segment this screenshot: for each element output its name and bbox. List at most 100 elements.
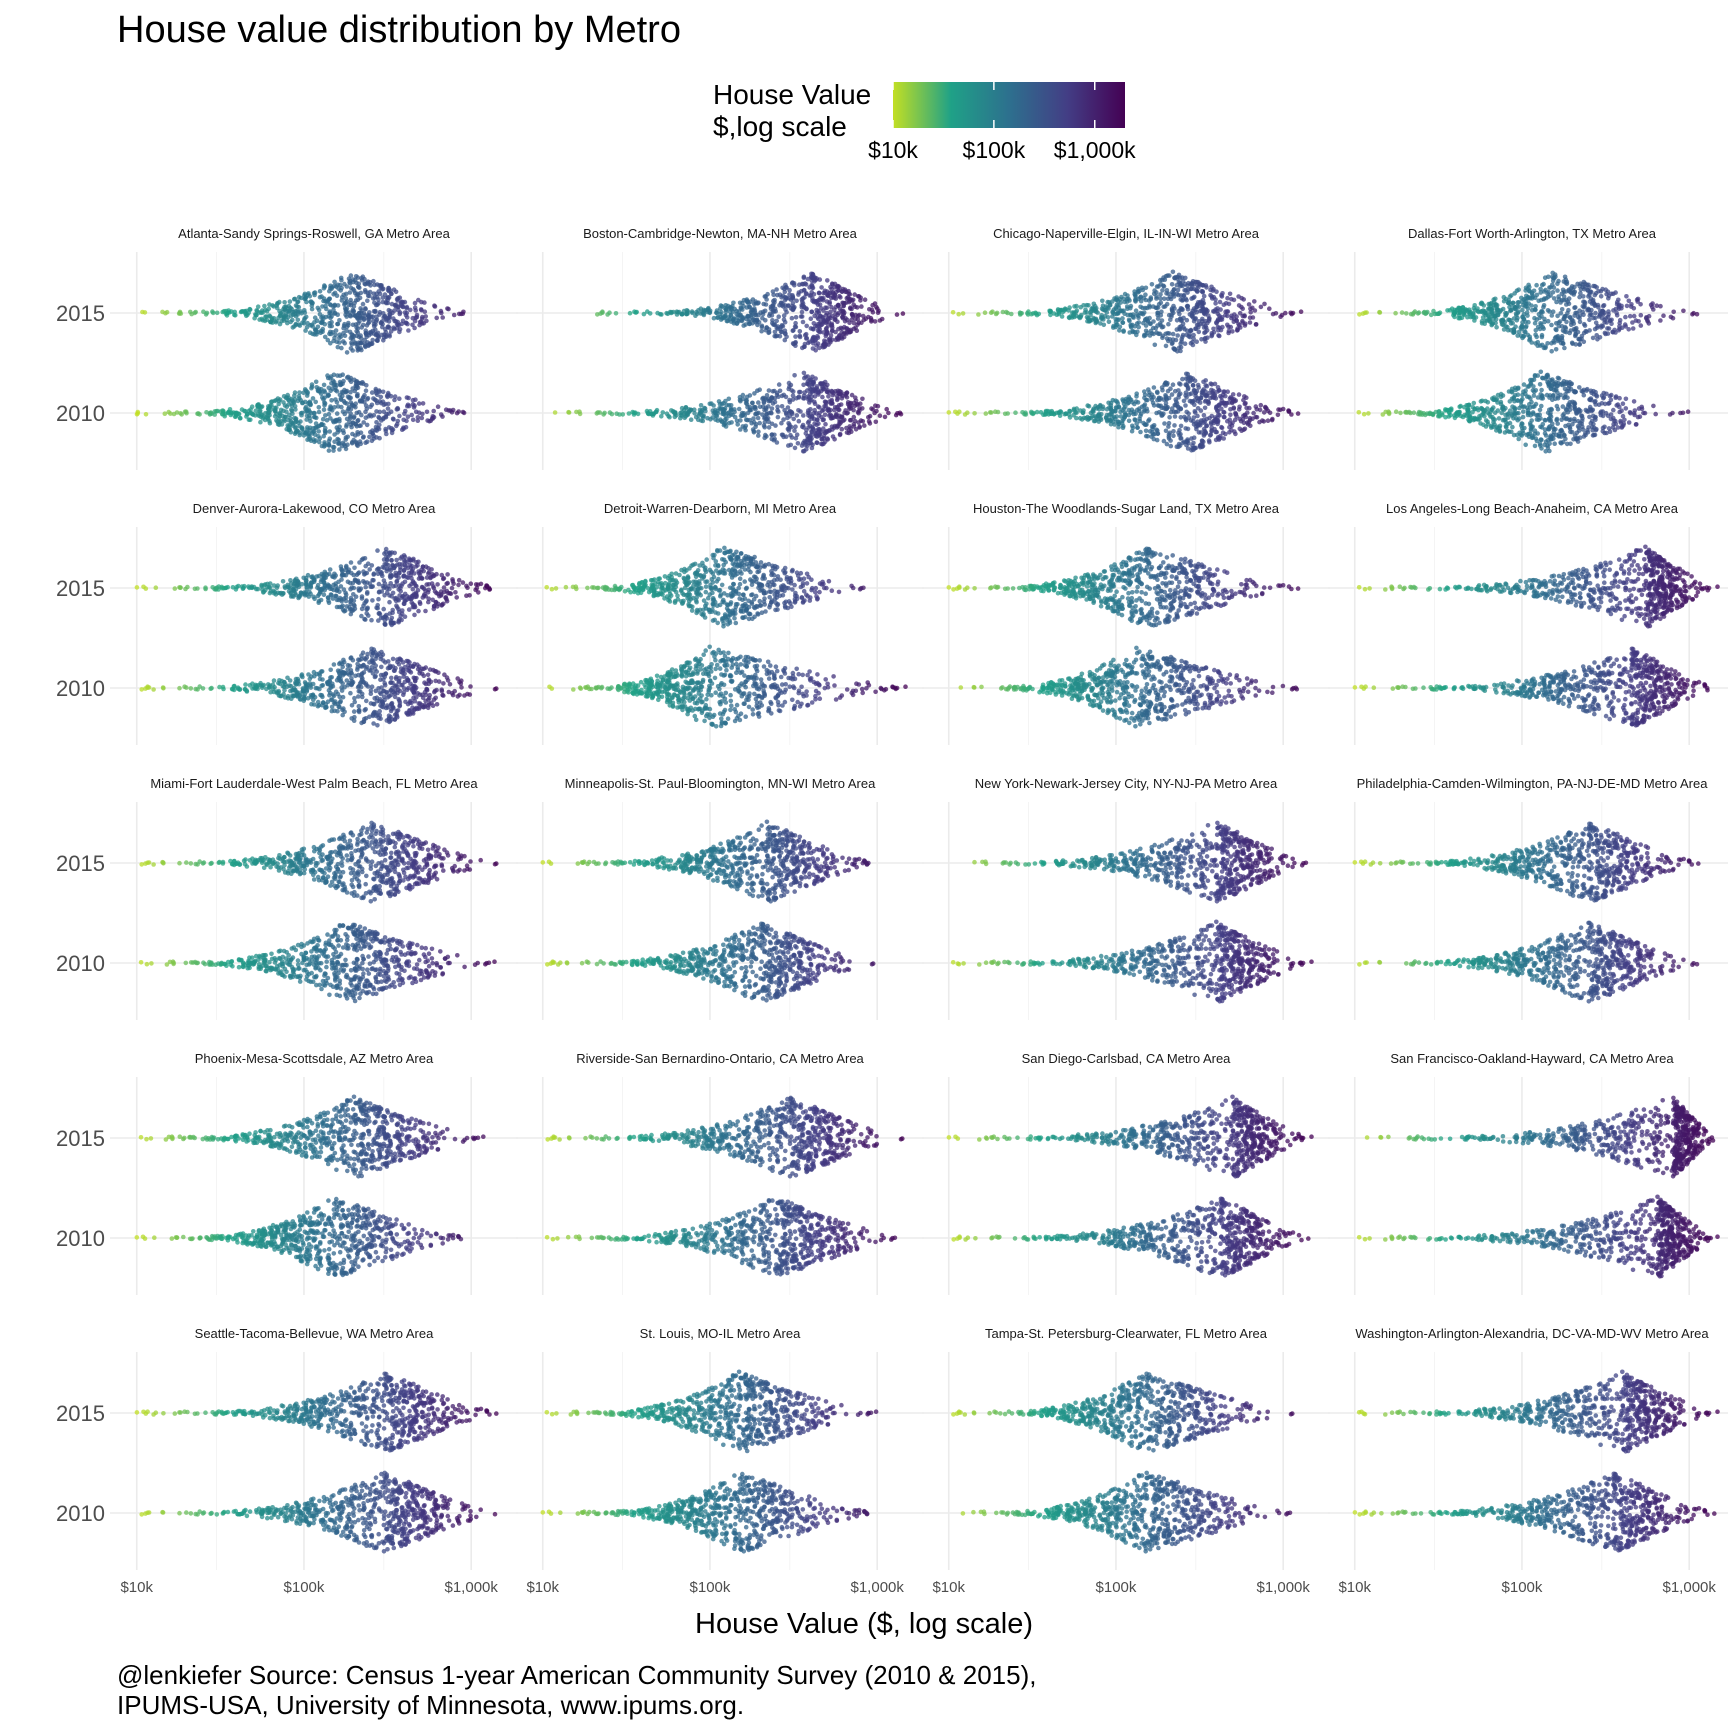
- data-point: [337, 335, 342, 341]
- data-point: [1201, 439, 1206, 445]
- data-point: [1151, 385, 1157, 390]
- data-point: [812, 394, 818, 399]
- data-point: [371, 309, 377, 314]
- data-point: [351, 309, 356, 314]
- data-point: [806, 395, 812, 400]
- data-point: [794, 298, 799, 304]
- data-point: [1070, 313, 1076, 319]
- data-point: [857, 424, 862, 429]
- data-point: [355, 316, 361, 322]
- data-point: [1143, 433, 1149, 439]
- data-point: [339, 277, 344, 283]
- data-point: [1196, 396, 1202, 402]
- data-point: [1170, 331, 1176, 337]
- data-point: [1534, 292, 1540, 298]
- data-point: [341, 339, 346, 344]
- data-point: [461, 410, 467, 416]
- data-point: [800, 296, 806, 301]
- data-point: [376, 301, 381, 306]
- data-point: [1081, 408, 1086, 413]
- data-point: [404, 310, 410, 316]
- data-point: [321, 407, 327, 413]
- data-point: [1192, 402, 1197, 408]
- data-point: [1173, 409, 1179, 415]
- data-point: [850, 297, 856, 303]
- data-point: [368, 342, 373, 347]
- data-point: [1480, 315, 1486, 320]
- data-point: [340, 440, 346, 446]
- data-point: [736, 406, 742, 412]
- data-point: [278, 311, 284, 316]
- data-point: [1136, 288, 1142, 294]
- data-point: [314, 318, 320, 324]
- data-point: [406, 328, 411, 333]
- data-point: [780, 432, 786, 438]
- data-point: [1116, 405, 1122, 410]
- data-point: [259, 308, 265, 313]
- data-point: [1134, 312, 1140, 317]
- data-point: [790, 393, 796, 398]
- data-point: [1164, 441, 1170, 447]
- data-point: [1104, 310, 1110, 315]
- data-point: [401, 417, 407, 423]
- data-point: [1215, 324, 1221, 330]
- data-point: [728, 412, 734, 417]
- data-point: [166, 409, 171, 415]
- data-point: [783, 394, 789, 400]
- data-point: [1171, 433, 1176, 439]
- data-point: [804, 291, 809, 296]
- data-point: [747, 404, 753, 410]
- data-point: [1614, 310, 1619, 316]
- data-point: [1189, 286, 1194, 292]
- data-point: [763, 405, 769, 411]
- data-point: [723, 398, 728, 404]
- data-point: [836, 302, 841, 308]
- data-point: [763, 432, 768, 438]
- data-point: [1606, 312, 1611, 317]
- data-point: [1644, 315, 1649, 320]
- data-point: [1581, 339, 1587, 345]
- data-point: [308, 401, 313, 407]
- data-point: [374, 398, 379, 404]
- data-point: [1169, 314, 1174, 319]
- data-point: [210, 310, 216, 316]
- data-point: [1141, 403, 1147, 409]
- data-point: [214, 310, 220, 316]
- data-point: [1217, 313, 1222, 319]
- data-point: [1142, 392, 1148, 398]
- data-point: [1178, 431, 1183, 437]
- data-point: [1132, 401, 1137, 407]
- data-point: [1561, 294, 1567, 299]
- beeswarm-series: [134, 372, 467, 453]
- data-point: [1154, 284, 1160, 289]
- data-point: [824, 389, 830, 395]
- data-point: [894, 312, 900, 317]
- data-point: [1569, 340, 1575, 346]
- data-point: [1143, 285, 1149, 291]
- data-point: [1399, 310, 1405, 315]
- data-point: [281, 408, 286, 414]
- data-point: [821, 417, 826, 422]
- data-point: [326, 448, 332, 453]
- data-point: [1539, 282, 1545, 288]
- data-point: [722, 417, 728, 423]
- data-point: [363, 289, 368, 295]
- legend-colorbar: [893, 82, 1125, 128]
- data-point: [807, 339, 812, 345]
- data-point: [705, 415, 710, 421]
- data-point: [281, 314, 287, 319]
- data-point: [753, 411, 758, 417]
- data-point: [1607, 318, 1613, 324]
- data-point: [1138, 429, 1143, 435]
- data-point: [1167, 415, 1172, 420]
- data-point: [1594, 333, 1599, 338]
- facet-panel: Atlanta-Sandy Springs-Roswell, GA Metro …: [56, 226, 518, 470]
- data-point: [956, 311, 961, 317]
- data-point: [839, 426, 845, 432]
- data-point: [1151, 319, 1156, 324]
- data-point: [1596, 314, 1602, 319]
- facet-strip-label: Atlanta-Sandy Springs-Roswell, GA Metro …: [178, 226, 450, 241]
- data-point: [1137, 416, 1142, 422]
- data-point: [1162, 421, 1167, 426]
- data-point: [1163, 380, 1168, 386]
